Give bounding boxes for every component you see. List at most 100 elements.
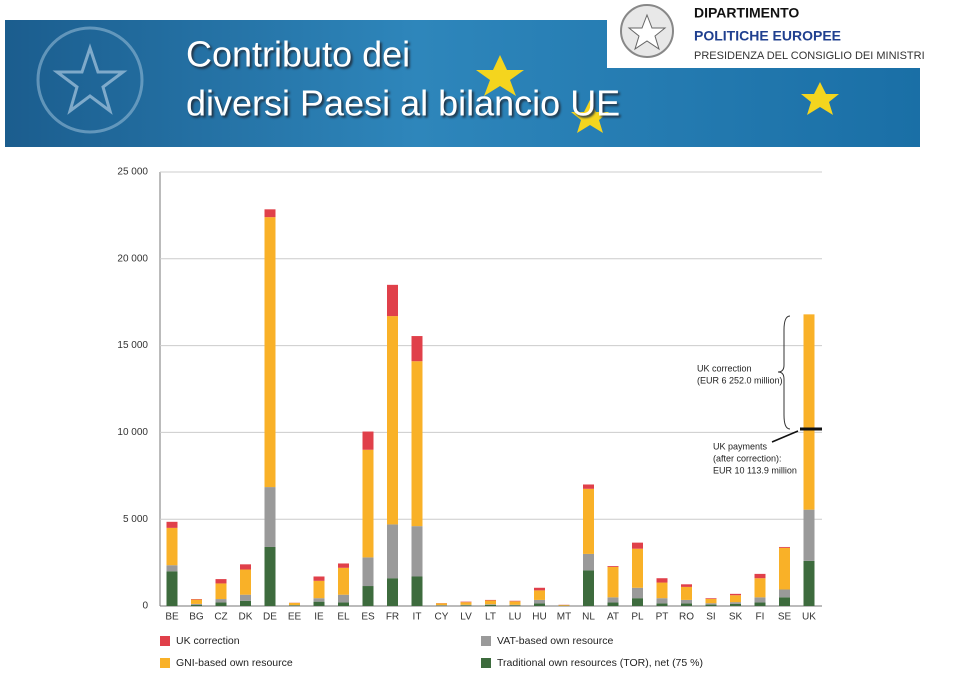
bar-segment <box>706 599 717 603</box>
bar-segment <box>559 605 570 606</box>
legend-swatch <box>481 658 491 668</box>
x-tick-label: CY <box>435 612 449 623</box>
bar-segment <box>412 361 423 526</box>
x-tick-label: BG <box>189 612 204 623</box>
bar-segment <box>534 590 545 600</box>
legend-label: Traditional own resources (TOR), net (75… <box>497 657 703 669</box>
bar-segment <box>534 603 545 606</box>
x-tick-label: DK <box>239 612 253 623</box>
bar-segment <box>608 597 619 602</box>
bar-segment <box>387 524 398 578</box>
bar-segment <box>632 543 643 549</box>
x-tick-label: IT <box>413 612 422 623</box>
bar-segment <box>755 603 766 606</box>
bar-segment <box>804 314 815 509</box>
y-tick-label: 0 <box>142 601 148 612</box>
bar-segment <box>265 487 276 547</box>
bar-segment <box>363 557 374 586</box>
bar-segment <box>167 528 178 565</box>
bar-segment <box>216 599 227 602</box>
x-tick-label: NL <box>582 612 595 623</box>
bar-segment <box>363 450 374 558</box>
bar-segment <box>632 598 643 606</box>
bar-segment <box>461 602 472 605</box>
bar-segment <box>755 597 766 602</box>
bar-segment <box>387 285 398 316</box>
bracket <box>778 316 790 429</box>
bar-segment <box>314 602 325 606</box>
title: Contributo dei <box>186 34 410 75</box>
bar-segment <box>314 581 325 598</box>
x-tick-label: LV <box>460 612 472 623</box>
bar-segment <box>706 598 717 599</box>
bar-segment <box>412 526 423 576</box>
bar-segment <box>583 484 594 488</box>
bar-segment <box>583 570 594 606</box>
x-tick-label: SE <box>778 612 792 623</box>
x-tick-label: IE <box>314 612 324 623</box>
bar-segment <box>681 603 692 606</box>
x-tick-label: SI <box>706 612 715 623</box>
x-tick-label: EE <box>288 612 302 623</box>
bar-segment <box>191 605 202 606</box>
bar-segment <box>485 605 496 606</box>
bar-segment <box>485 600 496 601</box>
bar-segment <box>314 598 325 601</box>
x-tick-label: FI <box>756 612 765 623</box>
legend-swatch <box>160 636 170 646</box>
title: diversi Paesi al bilancio UE <box>186 83 620 124</box>
bar-segment <box>461 605 472 606</box>
bar-segment <box>779 590 790 598</box>
bar-segment <box>706 605 717 606</box>
x-tick-label: LU <box>509 612 522 623</box>
bar-segment <box>436 605 447 606</box>
bar-segment <box>216 603 227 606</box>
bar-segment <box>216 579 227 583</box>
bar-segment <box>191 599 202 600</box>
bar-segment <box>240 564 251 569</box>
bar-segment <box>510 601 521 604</box>
bar-segment <box>755 574 766 578</box>
bar-segment <box>779 597 790 606</box>
bar-segment <box>338 595 349 603</box>
x-tick-label: RO <box>679 612 694 623</box>
x-tick-label: UK <box>802 612 816 623</box>
bar-segment <box>412 576 423 606</box>
bar-segment <box>583 554 594 570</box>
x-tick-label: BE <box>165 612 179 623</box>
bar-segment <box>681 584 692 587</box>
legend-label: UK correction <box>176 635 240 647</box>
bar-segment <box>608 567 619 597</box>
x-tick-label: ES <box>361 612 375 623</box>
bar-segment <box>534 600 545 603</box>
bar-segment <box>485 600 496 604</box>
x-tick-label: HU <box>532 612 546 623</box>
bar-segment <box>240 595 251 601</box>
annotation: (EUR 6 252.0 million) <box>697 375 783 385</box>
x-tick-label: FR <box>386 612 399 623</box>
bar-segment <box>387 316 398 524</box>
bar-segment <box>755 578 766 597</box>
bar-segment <box>363 586 374 606</box>
bar-segment <box>412 336 423 361</box>
bar-segment <box>706 603 717 604</box>
bar-segment <box>657 598 668 603</box>
x-tick-label: EL <box>337 612 350 623</box>
bar-segment <box>730 604 741 606</box>
annotation: UK payments <box>713 441 768 451</box>
x-tick-label: MT <box>557 612 571 623</box>
y-tick-label: 10 000 <box>117 427 148 438</box>
annotation: (after correction): <box>713 453 782 463</box>
bar-segment <box>191 600 202 604</box>
bar-segment <box>265 217 276 487</box>
bar-segment <box>338 563 349 567</box>
legend-swatch <box>160 658 170 668</box>
bar-segment <box>265 209 276 217</box>
bar-segment <box>608 566 619 567</box>
y-tick-label: 5 000 <box>123 514 148 525</box>
legend-label: VAT-based own resource <box>497 635 613 647</box>
annotation: UK correction <box>697 363 752 373</box>
